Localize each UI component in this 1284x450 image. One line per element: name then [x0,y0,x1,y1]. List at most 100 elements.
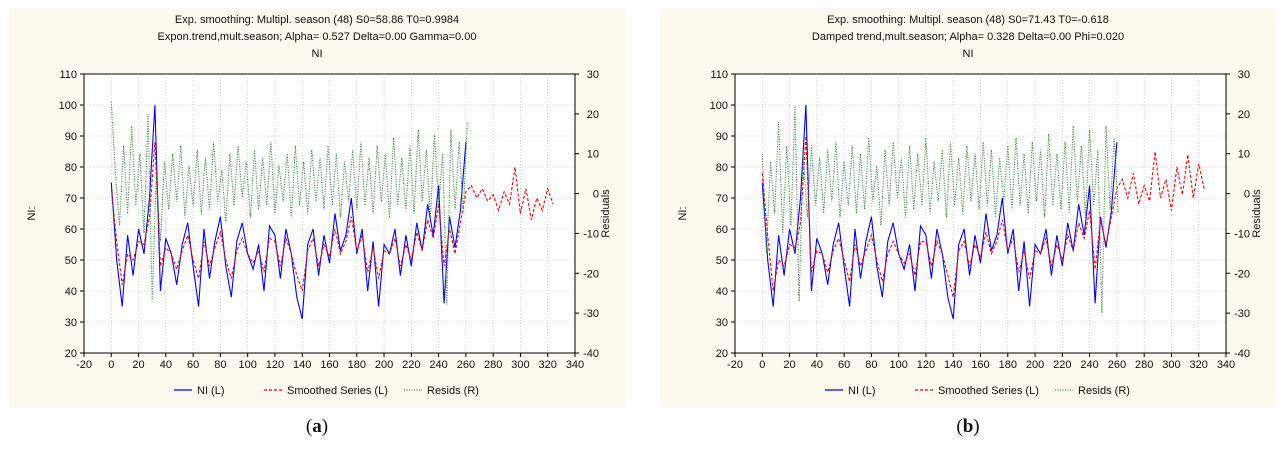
chart-a-ytick-left-label: 40 [65,286,77,298]
chart-a-xtick-label: 180 [348,359,366,371]
chart-b-chart-title: NI [963,48,974,60]
chart-b-series-dotted [761,105,1119,314]
chart-b-ytick-left-label: 90 [716,131,728,143]
chart-b-xtick-label: 100 [889,359,907,371]
chart-a-xtick-label: 80 [214,359,226,371]
chart-a-legend-label: NI (L) [197,385,225,397]
chart-b-xtick-label: 140 [944,359,962,371]
chart-b-xtick-label: 160 [971,359,989,371]
chart-a-legend-label: Resids (R) [427,385,479,397]
chart-a-ytick-right-label: 20 [587,109,599,121]
chart-a-ytick-left-label: 60 [65,224,77,236]
chart-a-ytick-right-label: 30 [587,69,599,81]
chart-a-ytick-left-label: 20 [65,348,77,360]
chart-a-ytick-left-label: 30 [65,317,77,329]
chart-a-ylabel-right: Residuals [600,189,612,238]
chart-a-ytick-left-label: 80 [65,162,77,174]
chart-b-title-line-1: Damped trend,mult.season; Alpha= 0.328 D… [812,31,1124,43]
chart-a-ytick-right-label: -20 [583,268,599,280]
chart-b-xtick-label: 60 [838,359,850,371]
chart-b-xtick-label: 320 [1190,359,1208,371]
chart-b-ytick-left-label: 110 [710,69,728,81]
chart-a-xtick-label: 100 [238,359,256,371]
chart-b-xtick-label: 240 [1080,359,1098,371]
chart-a-ytick-right-label: 0 [593,189,599,201]
chart-b-ytick-left-label: 60 [716,224,728,236]
chart-a-xtick-label: 40 [160,359,172,371]
chart-b-xtick-label: 280 [1135,359,1153,371]
chart-a-xtick-label: 220 [402,359,420,371]
chart-b-ytick-left-label: 20 [716,348,728,360]
chart-a-ytick-left-label: 70 [65,193,77,205]
chart-a-ytick-right-label: -30 [583,308,599,320]
chart-a-xtick-label: 200 [375,359,393,371]
chart-a-legend-label: Smoothed Series (L) [287,385,388,397]
chart-panel-b: Exp. smoothing: Multipl. season (48) S0=… [660,8,1276,408]
chart-b-series-solid [761,104,1118,320]
chart-b-ytick-right-label: -30 [1234,308,1250,320]
chart-a-chart-title: NI [312,48,323,60]
chart-b-ytick-right-label: -10 [1234,228,1250,240]
chart-a-plot-area [83,73,576,354]
chart-b-ytick-left-label: 30 [716,317,728,329]
chart-a-ytick-right-label: -40 [583,348,599,360]
chart-b-ylabel-right: Residuals [1251,189,1263,238]
chart-a-xtick-label: 280 [484,359,502,371]
chart-b-ytick-right-label: -20 [1234,268,1250,280]
chart-a-xtick-label: 20 [132,359,144,371]
chart-a-xtick-label: 0 [108,359,114,371]
chart-a-xtick-label: 340 [566,359,584,371]
chart-b-plot-area [734,73,1227,354]
chart-a-xtick-label: 140 [293,359,311,371]
chart-a-xtick-label: 240 [429,359,447,371]
chart-a-xtick-label: 260 [457,359,475,371]
chart-a-ytick-left-label: 100 [59,100,77,112]
chart-a-ytick-right-label: -10 [583,228,599,240]
chart-a-ytick-left-label: 50 [65,255,77,267]
chart-panel-a: Exp. smoothing: Multipl. season (48) S0=… [9,8,625,408]
chart-b-ytick-right-label: 10 [1238,149,1250,161]
chart-b-xtick-label: 220 [1053,359,1071,371]
chart-a-ytick-left-label: 110 [59,69,77,81]
chart-b-xtick-label: 340 [1217,359,1235,371]
chart-b-ytick-left-label: 80 [716,162,728,174]
chart-a-xtick-label: 60 [187,359,199,371]
chart-b-xtick-label: 180 [999,359,1017,371]
chart-a-series-solid [110,104,467,320]
chart-b-ytick-right-label: -40 [1234,348,1250,360]
caption-a: (a) [305,416,329,437]
chart-b-legend-label: Resids (R) [1078,385,1130,397]
chart-b-xtick-label: 300 [1162,359,1180,371]
chart-b-xtick-label: 260 [1108,359,1126,371]
chart-b-xtick-label: 40 [811,359,823,371]
chart-a-ylabel-left: NI: [26,206,38,220]
caption-b: (b) [956,416,980,437]
chart-a-svg: Exp. smoothing: Multipl. season (48) S0=… [26,14,612,397]
chart-b-ytick-right-label: 0 [1244,189,1250,201]
chart-a-series-dashed [110,142,554,292]
chart-b-legend-label: NI (L) [848,385,876,397]
chart-b-legend-label: Smoothed Series (L) [938,385,1039,397]
chart-b-title-line-0: Exp. smoothing: Multipl. season (48) S0=… [827,14,1109,26]
chart-b-xtick-label: 0 [759,359,765,371]
chart-b-ytick-right-label: 20 [1238,109,1250,121]
chart-b-ytick-left-label: 70 [716,193,728,205]
chart-b-ylabel-left: NI: [677,206,689,220]
chart-b-xtick-label: 20 [783,359,795,371]
chart-b-ytick-left-label: 50 [716,255,728,267]
chart-a-xtick-label: 300 [511,359,529,371]
chart-b-xtick-label: 80 [865,359,877,371]
chart-b-xtick-label: 120 [917,359,935,371]
chart-a-series-dotted [110,101,468,306]
chart-a-ytick-right-label: 10 [587,149,599,161]
chart-b-svg: Exp. smoothing: Multipl. season (48) S0=… [677,14,1263,397]
chart-a-xtick-label: 160 [320,359,338,371]
chart-b-ytick-right-label: 30 [1238,69,1250,81]
chart-a-xtick-label: 120 [266,359,284,371]
chart-a-title-line-0: Exp. smoothing: Multipl. season (48) S0=… [175,14,459,26]
chart-b-ytick-left-label: 100 [710,100,728,112]
chart-b-ytick-left-label: 40 [716,286,728,298]
chart-b-xtick-label: 200 [1026,359,1044,371]
chart-a-xtick-label: -20 [76,359,92,371]
chart-a-xtick-label: 320 [539,359,557,371]
